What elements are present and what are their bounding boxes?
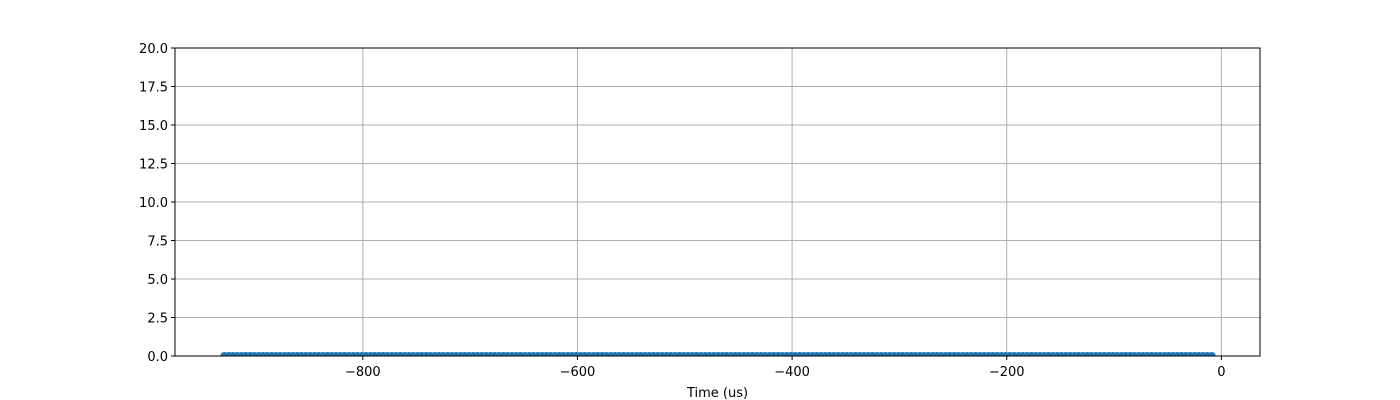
x-tick-label: 0: [1217, 365, 1225, 380]
y-tick-label: 0.0: [147, 350, 168, 365]
x-tick-label: −200: [989, 365, 1025, 380]
data-points: [220, 352, 1216, 356]
y-tick-label: 20.0: [139, 42, 168, 57]
x-tick-label: −600: [560, 365, 596, 380]
y-tick-label: 17.5: [139, 81, 168, 96]
x-tick-label: −800: [345, 365, 381, 380]
y-tick-label: 12.5: [139, 158, 168, 173]
y-tick-label: 7.5: [147, 235, 168, 250]
y-tick-label: 2.5: [147, 312, 168, 327]
x-tick-label: −400: [774, 365, 810, 380]
y-tick-label: 10.0: [139, 196, 168, 211]
data-point: [1207, 352, 1216, 356]
y-tick-label: 5.0: [147, 273, 168, 288]
axis-ticks: −800 −600 −400 −200 0 0.0 2.5 5.0 7.5 10.0 12.5 15.…: [139, 42, 1225, 380]
y-tick-label: 15.0: [139, 119, 168, 134]
x-axis-label: Time (us): [686, 386, 748, 400]
